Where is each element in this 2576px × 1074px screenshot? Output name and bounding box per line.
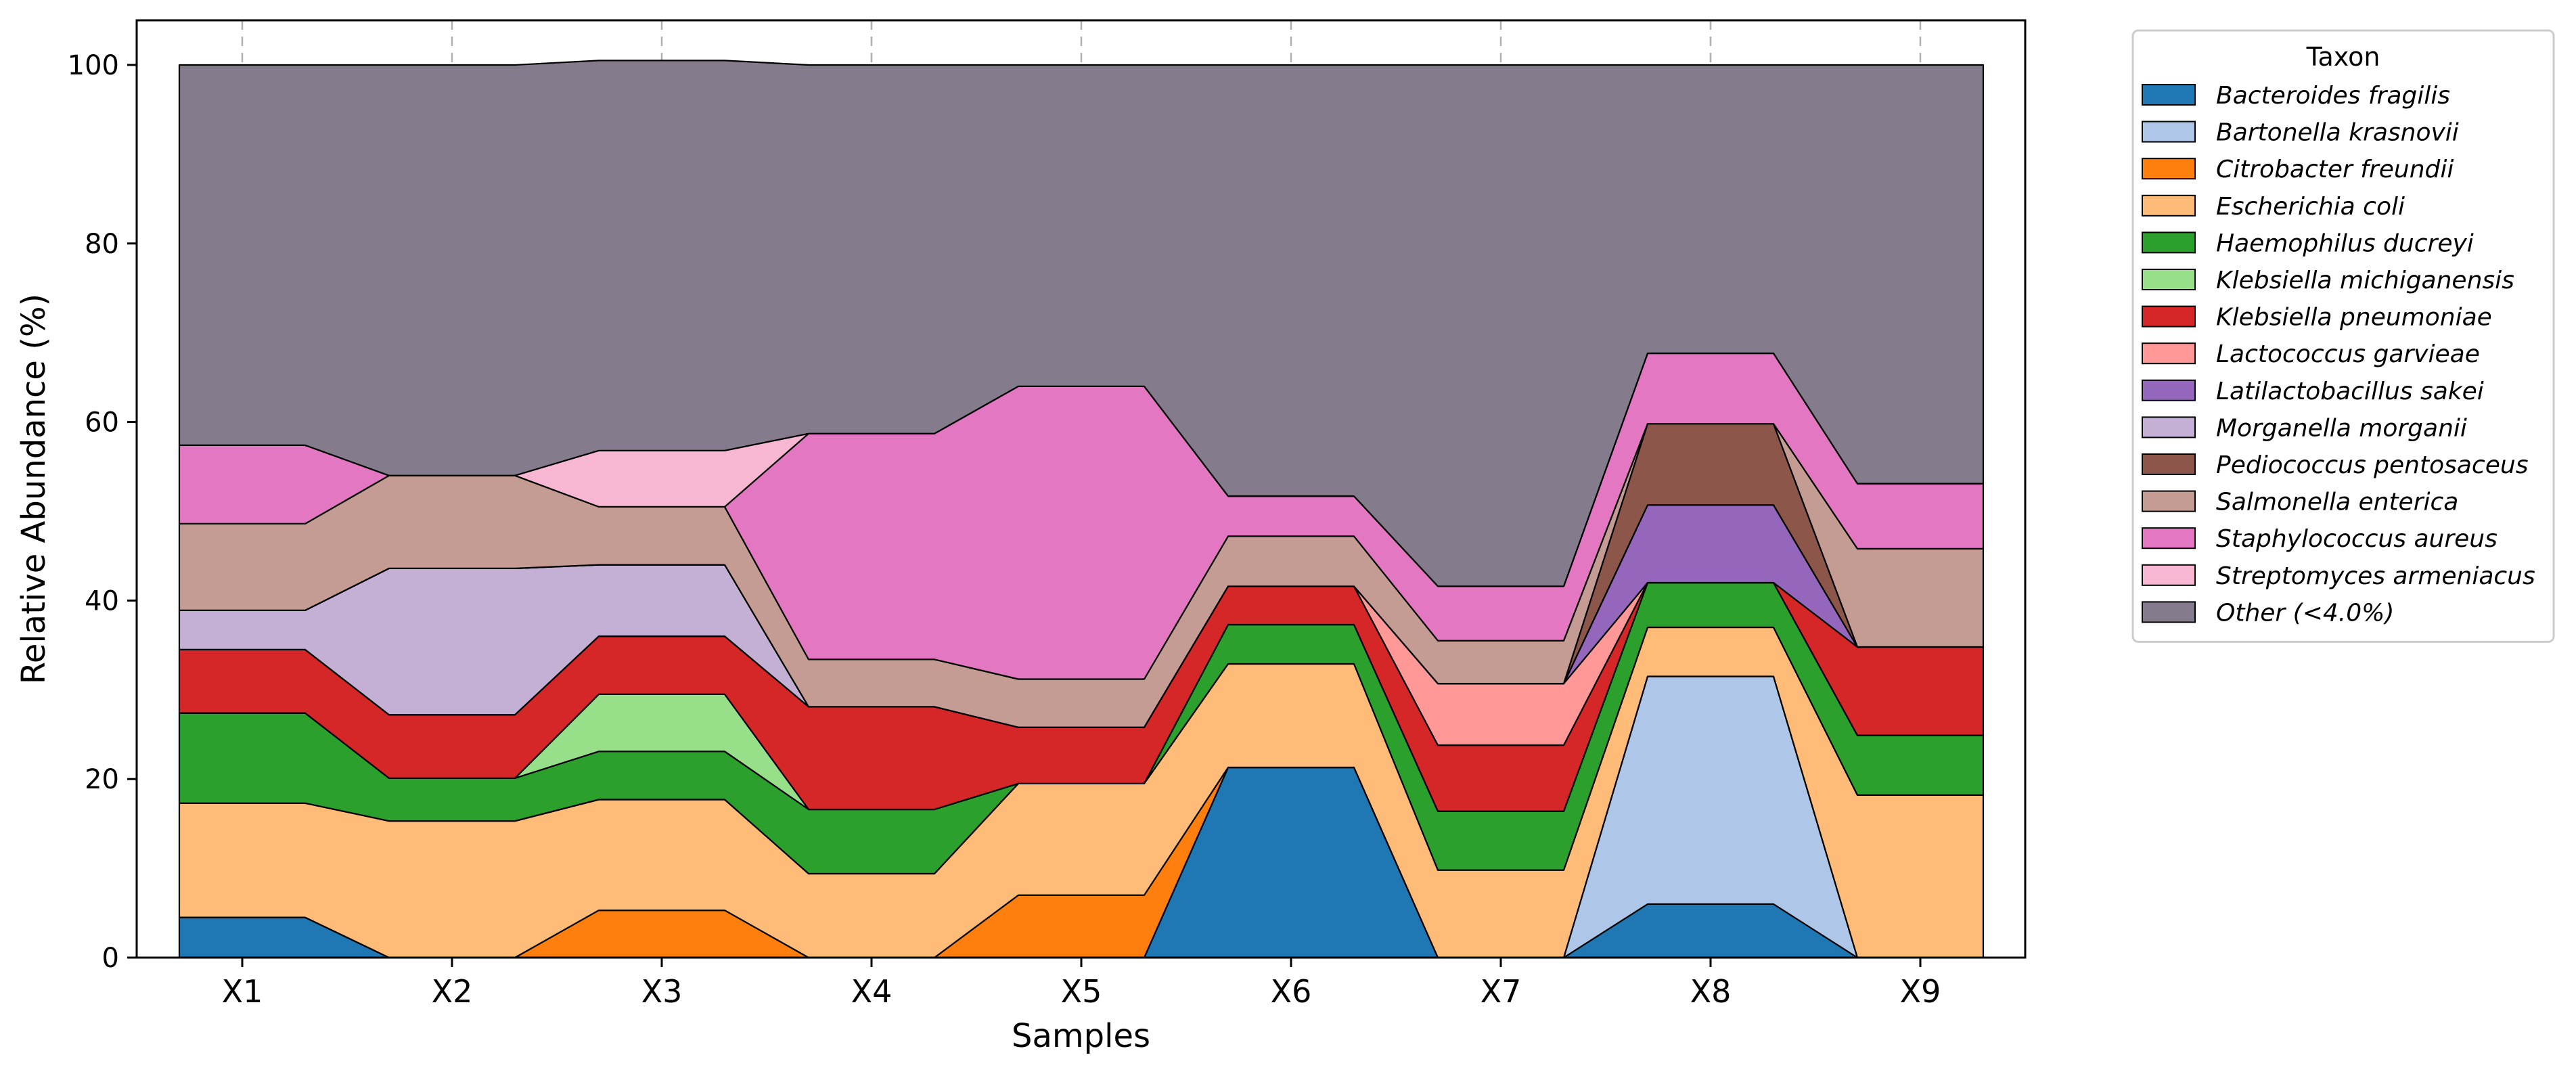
y-tick-label: 100	[68, 50, 119, 81]
legend-swatch	[2142, 120, 2196, 143]
legend-swatch	[2142, 564, 2196, 586]
x-tick-label: X9	[1900, 973, 1941, 1010]
y-tick-label: 60	[85, 407, 119, 439]
axes: 0 20 40 60 80 100 X1 X2 X3 X4 X5 X6 X7 X8 X9	[68, 50, 1941, 1010]
legend-label: Bacteroides fragilis	[2216, 82, 2450, 110]
legend-label: Lactococcus garvieae	[2216, 340, 2480, 368]
legend-swatch	[2142, 158, 2196, 180]
legend-swatch	[2142, 342, 2196, 365]
legend-swatch	[2142, 527, 2196, 550]
legend-label: Pediococcus pentosaceus	[2216, 451, 2528, 479]
x-axis-label: Samples	[1012, 1017, 1150, 1055]
legend-items: Bacteroides fragilis Bartonella krasnovii…	[2142, 82, 2535, 627]
legend-label: Salmonella enterica	[2216, 489, 2458, 516]
x-tick-label: X3	[641, 973, 683, 1010]
legend-label: Other (<4.0%)	[2216, 599, 2394, 627]
legend-swatch	[2142, 231, 2196, 254]
y-tick-label: 40	[85, 585, 119, 617]
legend-swatch	[2142, 453, 2196, 475]
legend-label: Klebsiella michiganensis	[2216, 267, 2514, 294]
area-series	[178, 60, 1985, 587]
legend-swatch	[2142, 379, 2196, 401]
legend-swatch	[2142, 601, 2196, 623]
x-tick-label: X8	[1690, 973, 1732, 1010]
x-tick-label: X2	[432, 973, 473, 1010]
legend-swatch	[2142, 490, 2196, 512]
legend-label: Klebsiella pneumoniae	[2216, 304, 2492, 332]
legend-label: Staphylococcus aureus	[2216, 525, 2498, 553]
legend-label: Escherichia coli	[2216, 193, 2405, 221]
legend-swatch	[2142, 305, 2196, 328]
x-tick-label: X6	[1271, 973, 1312, 1010]
legend-label: Haemophilus ducreyi	[2216, 229, 2474, 257]
y-tick-label: 80	[85, 229, 119, 260]
x-tick-label: X1	[222, 973, 263, 1010]
legend-label: Morganella morganii	[2216, 414, 2467, 442]
x-tick-label: X4	[851, 973, 892, 1010]
y-axis-label: Relative Abundance (%)	[15, 294, 53, 685]
legend-label: Citrobacter freundii	[2216, 156, 2454, 183]
legend-title: Taxon	[2306, 42, 2380, 72]
legend-swatch	[2142, 416, 2196, 439]
legend-swatch	[2142, 269, 2196, 290]
legend: Taxon Bacteroides fragilis Bartonella kra…	[2131, 29, 2555, 643]
y-tick-label: 20	[85, 764, 119, 795]
y-tick-label: 0	[102, 943, 119, 974]
legend-swatch	[2142, 194, 2196, 217]
stacked-areas	[178, 60, 1985, 959]
x-tick-label: X7	[1481, 973, 1522, 1010]
legend-label: Streptomyces armeniacus	[2216, 562, 2535, 590]
legend-swatch	[2142, 84, 2196, 106]
legend-label: Bartonella krasnovii	[2216, 119, 2459, 147]
legend-label: Latilactobacillus sakei	[2216, 378, 2484, 405]
legend-box	[2131, 29, 2555, 643]
x-tick-label: X5	[1061, 973, 1102, 1010]
